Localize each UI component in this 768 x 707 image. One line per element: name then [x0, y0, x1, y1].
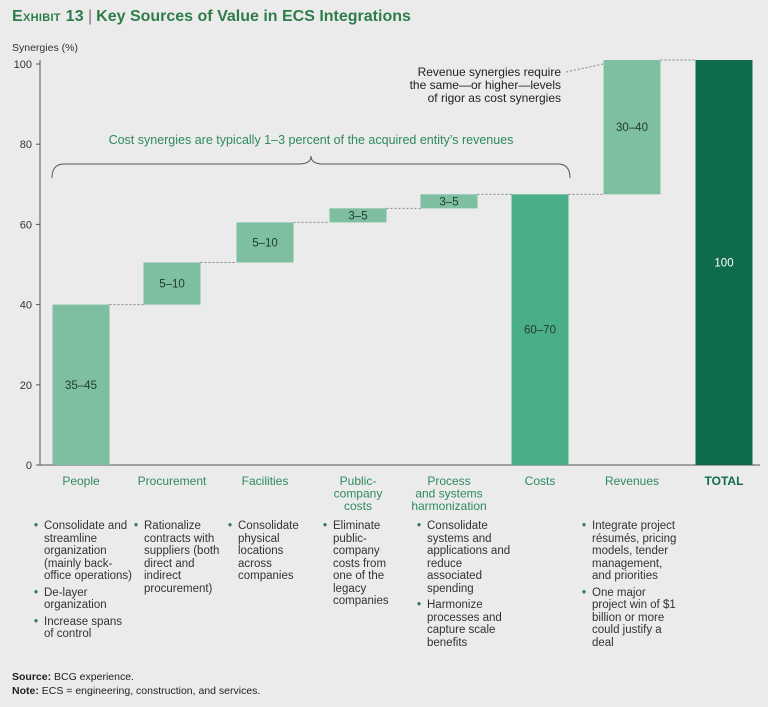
bullet-list: Consolidate and streamline organization … [34, 520, 134, 641]
bar-value-label: 5–10 [159, 279, 185, 291]
bullet-col-4: Consolidate systems and applications and… [417, 520, 517, 653]
y-tick-label: 40 [20, 300, 32, 312]
bar-value-label: 60–70 [524, 325, 556, 337]
bar-value-label: 3–5 [439, 196, 458, 208]
category-label: Public- [340, 474, 377, 488]
category-label: Costs [525, 474, 556, 488]
source-label: Source: [12, 671, 52, 683]
bullet-col-0: Consolidate and streamline organization … [34, 520, 134, 645]
bar-total [695, 59, 753, 466]
exhibit-title: Exhibit 13 | Key Sources of Value in ECS I… [12, 8, 411, 26]
y-tick-label: 80 [20, 139, 32, 151]
cost-brace-annotation: Cost synergies are typically 1–3 percent… [109, 133, 514, 147]
category-label: TOTAL [705, 474, 744, 488]
bullet-item: Rationalize contracts with suppliers (bo… [134, 520, 230, 595]
bar-value-label: 5–10 [252, 237, 278, 249]
note-label: Note: [12, 685, 39, 697]
category-label: Procurement [138, 474, 207, 488]
bar-public-company-costs [329, 208, 387, 223]
bar-revenues [603, 59, 661, 195]
bar-costs [511, 194, 569, 465]
bullet-col-3: Eliminate public-company costs from one … [323, 520, 403, 612]
exhibit-number: Exhibit 13 [12, 8, 84, 25]
exhibit-heading: Key Sources of Value in ECS Integrations [96, 8, 411, 25]
source-line: Source: BCG experience. [12, 670, 260, 684]
revenue-note-leader [565, 63, 604, 73]
bullet-list: Consolidate systems and applications and… [417, 520, 517, 649]
y-axis-title: Synergies (%) [12, 42, 78, 54]
bullet-item: Eliminate public-company costs from one … [323, 520, 403, 608]
bullet-list: Consolidate physical locations across co… [228, 520, 320, 583]
category-label: People [62, 474, 100, 488]
category-label: costs [344, 499, 372, 513]
bullet-item: De-layer organization [34, 587, 134, 612]
bullet-col-2: Consolidate physical locations across co… [228, 520, 320, 587]
bullet-col-1: Rationalize contracts with suppliers (bo… [134, 520, 230, 599]
y-tick-label: 0 [26, 460, 32, 472]
bullet-col-6: Integrate project résumés, pricing model… [582, 520, 682, 653]
bullet-list: Rationalize contracts with suppliers (bo… [134, 520, 230, 595]
revenue-note-line: of rigor as cost synergies [428, 91, 561, 105]
bar-value-label: 100 [714, 257, 733, 269]
bar-value-label: 30–40 [616, 122, 648, 134]
y-tick-label: 60 [20, 219, 32, 231]
note-text: ECS = engineering, construction, and ser… [41, 685, 261, 697]
cost-brace [51, 155, 571, 179]
bar-value-label: 3–5 [348, 210, 367, 222]
category-label: Facilities [242, 474, 289, 488]
category-label: company [334, 487, 383, 501]
bar-procurement [143, 262, 201, 305]
category-label: Process [427, 474, 470, 488]
bar-process-and-systems-harmonization [420, 194, 478, 209]
category-label: and systems [415, 487, 482, 501]
title-separator: | [87, 8, 93, 25]
bar-value-label: 35–45 [65, 380, 97, 392]
bullet-item: Harmonize processes and capture scale be… [417, 599, 517, 649]
bullet-item: One major project win of $1 billion or m… [582, 587, 682, 650]
bar-people [52, 304, 110, 465]
footer: Source: BCG experience. Note: ECS = engi… [12, 670, 260, 698]
bullet-item: Integrate project résumés, pricing model… [582, 520, 682, 583]
revenue-note-line: the same—or higher—levels [410, 78, 561, 92]
category-label: Revenues [605, 474, 659, 488]
bullet-item: Consolidate physical locations across co… [228, 520, 320, 583]
bullet-item: Consolidate and streamline organization … [34, 520, 134, 583]
bullet-list: Eliminate public-company costs from one … [323, 520, 403, 608]
bar-facilities [236, 222, 294, 263]
bullet-list: Integrate project résumés, pricing model… [582, 520, 682, 649]
bullet-item: Increase spans of control [34, 616, 134, 641]
y-tick-label: 20 [20, 380, 32, 392]
category-label: harmonization [411, 499, 486, 513]
y-tick-label: 100 [14, 59, 32, 71]
revenue-note-line: Revenue synergies require [418, 65, 562, 79]
note-line: Note: ECS = engineering, construction, a… [12, 684, 260, 698]
source-text: BCG experience. [54, 671, 134, 683]
bullet-item: Consolidate systems and applications and… [417, 520, 517, 595]
